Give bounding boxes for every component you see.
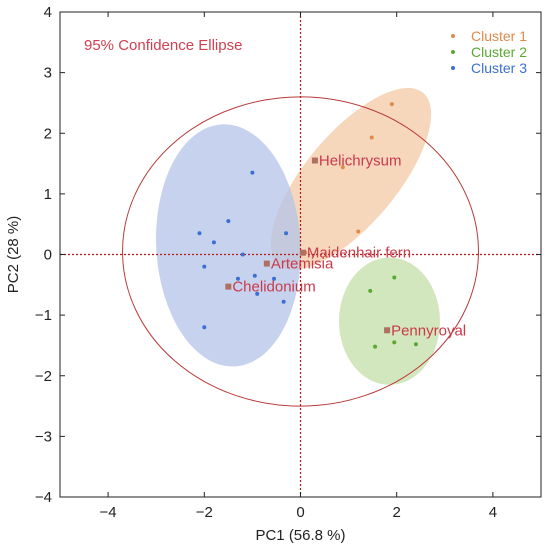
cluster-3-point-1 <box>250 170 255 175</box>
y-tick-label: −4 <box>35 489 52 506</box>
y-axis-label: PC2 (28 %) <box>5 216 22 294</box>
cluster-3-point-11 <box>235 276 240 281</box>
labeled-point-marker-4 <box>225 283 232 290</box>
cluster-2-ellipse <box>338 257 440 385</box>
labeled-point-text-5: Pennyroyal <box>391 322 466 339</box>
cluster-2-point-5 <box>413 342 418 347</box>
cluster-2-point-4 <box>373 344 378 349</box>
x-tick-label: 2 <box>393 504 401 521</box>
cluster-3-point-2 <box>226 219 231 224</box>
y-tick-label: 1 <box>44 186 52 203</box>
legend-marker-2 <box>451 50 455 54</box>
y-tick-label: 2 <box>44 125 52 142</box>
labeled-point-marker-3 <box>263 260 270 267</box>
cluster-2-point-3 <box>392 340 397 345</box>
labeled-point-text-4: Chelidonium <box>232 279 315 296</box>
cluster-3-point-5 <box>240 252 245 257</box>
x-axis-label: PC1 (56.8 %) <box>255 527 345 544</box>
labeled-point-text-2: Maidenhair fern <box>307 245 411 262</box>
y-tick-label: 0 <box>44 247 52 264</box>
cluster-3-point-7 <box>202 264 207 269</box>
x-tick-label: 4 <box>489 504 497 521</box>
cluster-3-point-8 <box>252 273 257 278</box>
x-tick-label: 0 <box>296 504 304 521</box>
axis-layer: −4 −2 0 2 4 −4 −3 −2 −1 0 1 2 3 4 <box>35 4 541 521</box>
labeled-point-marker-2 <box>299 249 306 256</box>
legend-label-2: Cluster 2 <box>471 44 527 60</box>
labeled-point-text-3: Artemisia <box>271 256 334 273</box>
cluster-2-point-1 <box>392 275 397 280</box>
y-tick-label: −3 <box>35 428 52 445</box>
cluster-3-point-3 <box>197 231 202 236</box>
legend-label-3: Cluster 3 <box>471 60 527 76</box>
cluster-3-point-10 <box>255 291 260 296</box>
y-tick-label: −2 <box>35 368 52 385</box>
y-tick-label: 4 <box>44 4 52 21</box>
cluster-3-ellipse <box>156 124 301 367</box>
y-tick-label: 3 <box>44 65 52 82</box>
cluster-3-point-13 <box>202 325 207 330</box>
cluster-1-ellipse <box>270 87 432 270</box>
legend-marker-3 <box>451 66 455 70</box>
cluster-1-point-2 <box>369 135 374 140</box>
confidence-ellipse-label: 95% Confidence Ellipse <box>84 37 242 54</box>
cluster-1-point-4 <box>356 229 361 234</box>
x-tick-label: −2 <box>196 504 213 521</box>
legend-label-1: Cluster 1 <box>471 28 527 44</box>
labeled-point-marker-5 <box>384 327 391 334</box>
labeled-point-marker-1 <box>311 157 318 164</box>
ellipse-layer <box>122 87 479 407</box>
cluster-3-point-4 <box>211 240 216 245</box>
cluster-3-point-12 <box>281 299 286 304</box>
cluster-2-point-2 <box>368 288 373 293</box>
cluster-3-point-9 <box>272 276 277 281</box>
cluster-1-point-3 <box>340 165 345 170</box>
y-tick-label: −1 <box>35 307 52 324</box>
labeled-point-text-1: Helichrysum <box>319 153 402 170</box>
legend-marker-1 <box>451 34 455 38</box>
cluster-1-point-1 <box>389 102 394 107</box>
cluster-3-point-6 <box>284 231 289 236</box>
x-tick-label: −4 <box>100 504 117 521</box>
